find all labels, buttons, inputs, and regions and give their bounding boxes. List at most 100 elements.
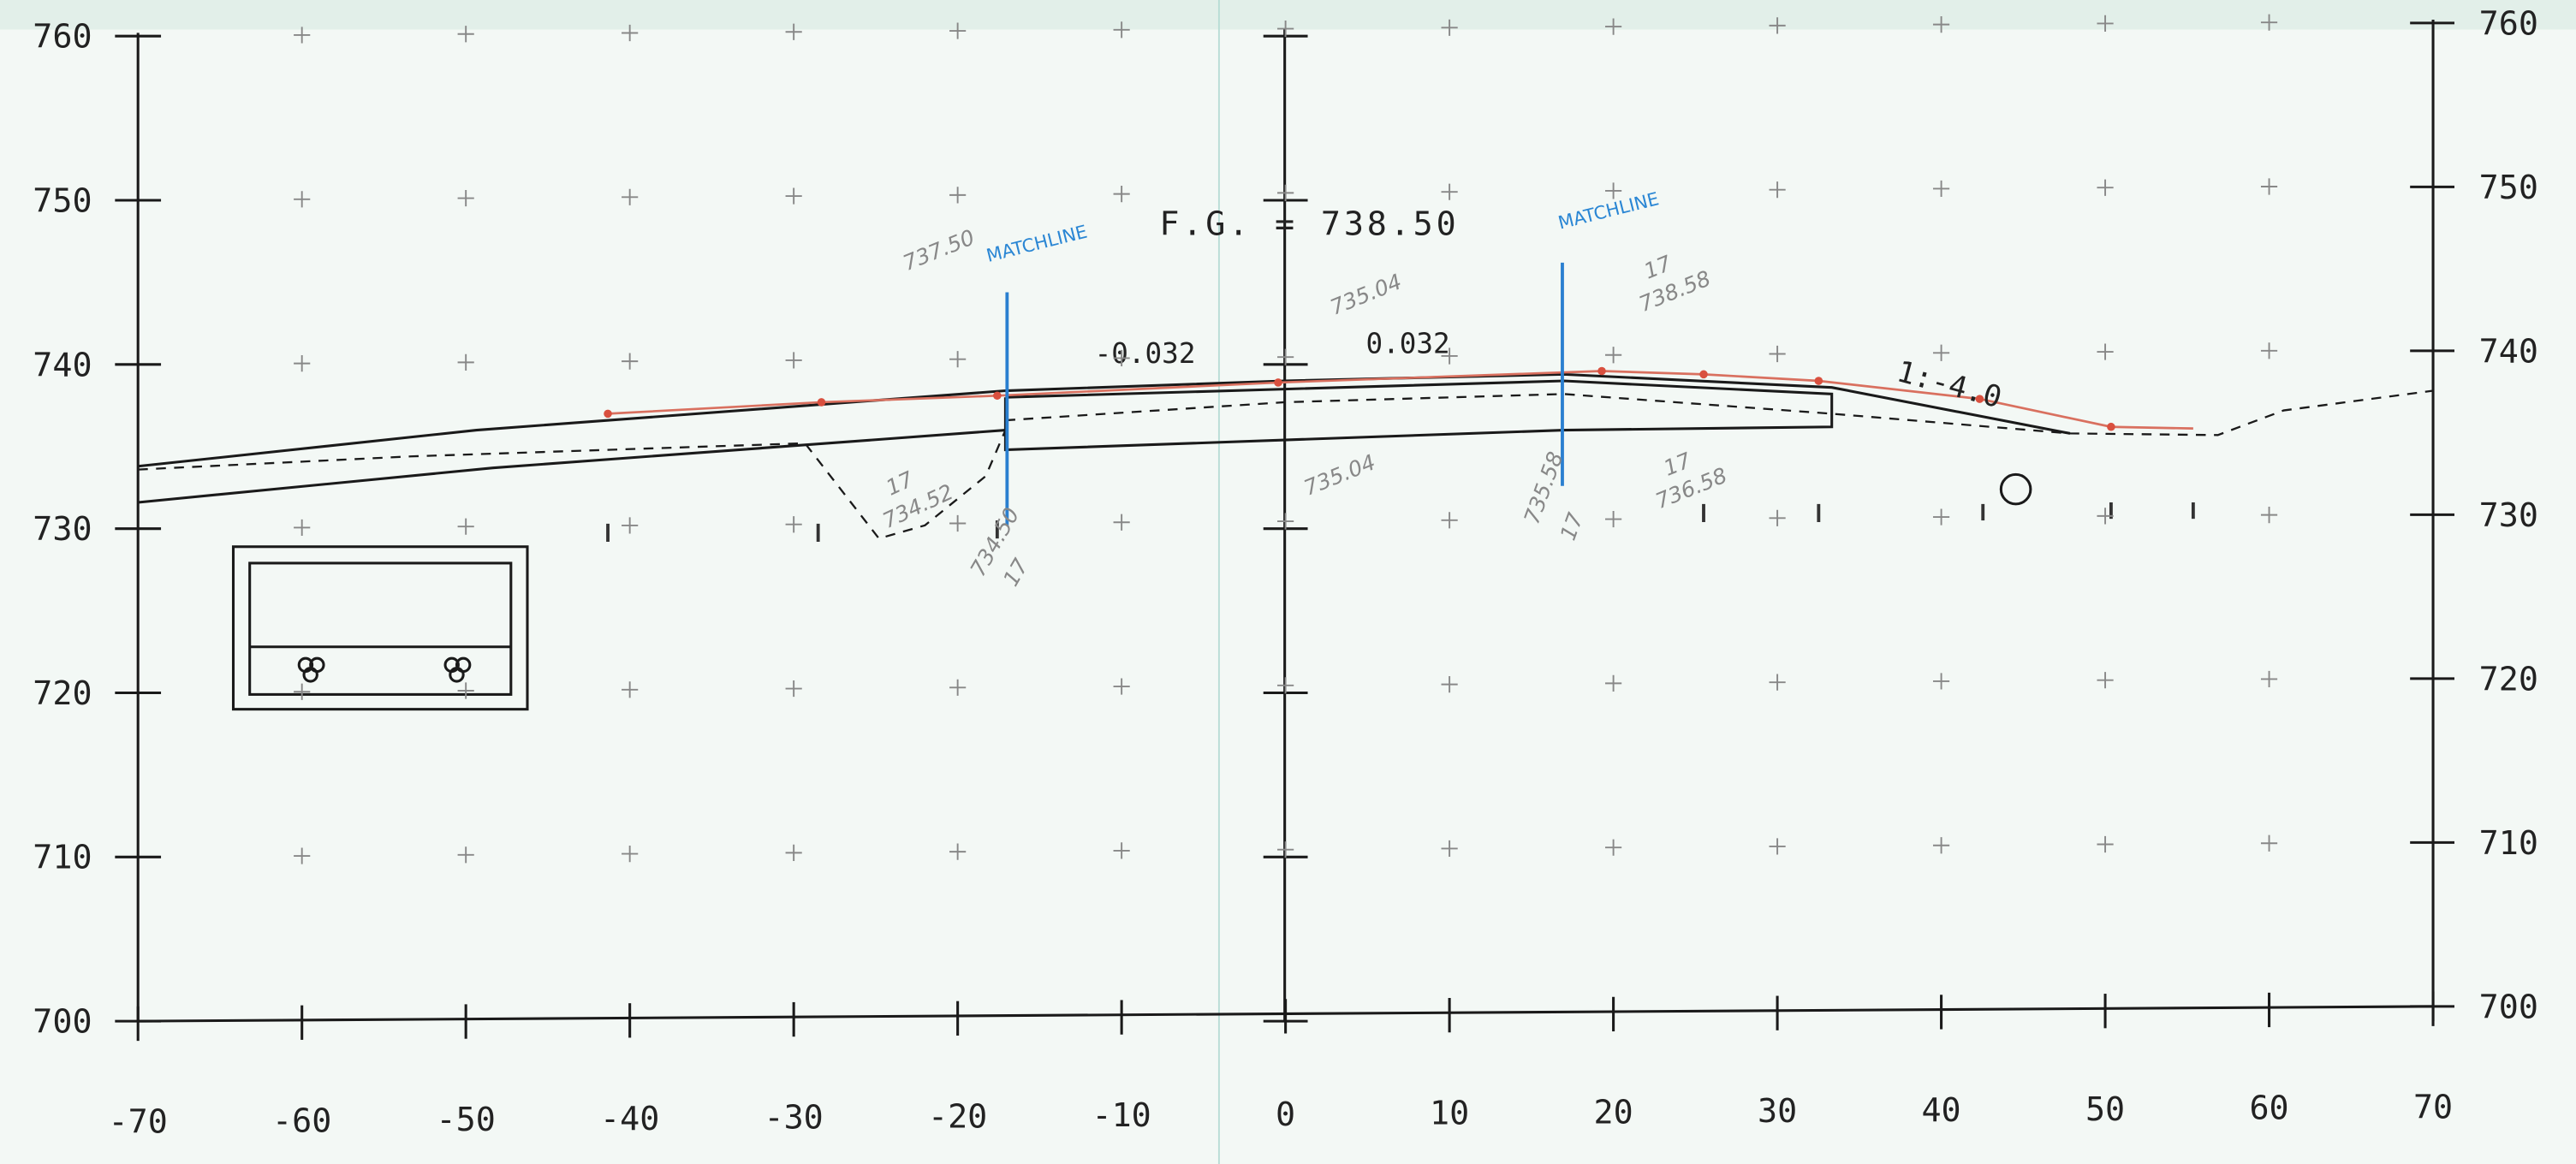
grid-cross bbox=[2260, 178, 2278, 195]
x-tick-label: 20 bbox=[1593, 1093, 1633, 1131]
x-tick-label: 50 bbox=[2085, 1090, 2125, 1129]
y-tick-label: 730 bbox=[33, 510, 92, 549]
grid-cross bbox=[1113, 514, 1130, 531]
grid-cross bbox=[1277, 677, 1294, 694]
y-tick-label: 710 bbox=[33, 839, 92, 877]
grid-cross bbox=[294, 683, 311, 700]
grid-cross bbox=[1769, 838, 1786, 855]
grid-cross bbox=[1277, 841, 1294, 858]
x-tick-label: -30 bbox=[764, 1099, 823, 1137]
existing-ground bbox=[1005, 389, 2434, 436]
red-point bbox=[1699, 370, 1708, 379]
grid-cross bbox=[1113, 678, 1130, 695]
x-tick-label: -70 bbox=[109, 1103, 168, 1142]
grid-cross bbox=[1441, 676, 1458, 693]
y-tick-label: 750 bbox=[33, 181, 92, 220]
x-tick-label: -50 bbox=[437, 1101, 496, 1139]
grid-cross bbox=[294, 27, 311, 44]
grid-cross bbox=[785, 187, 802, 205]
grid-cross bbox=[1113, 21, 1130, 39]
y-tick-label: 710 bbox=[2479, 824, 2538, 863]
x-tick-label: -10 bbox=[1092, 1096, 1151, 1135]
grid-cross bbox=[2097, 179, 2114, 196]
pipe bbox=[449, 667, 465, 683]
slope-label: -0.032 bbox=[1095, 337, 1196, 370]
grid-cross bbox=[1605, 839, 1622, 856]
grid-cross bbox=[457, 682, 474, 699]
grid-cross bbox=[1113, 842, 1130, 859]
grid-cross bbox=[1932, 508, 1950, 526]
grid-cross bbox=[1769, 17, 1786, 34]
y-tick-label: 700 bbox=[2479, 988, 2538, 1026]
slope-label: 0.032 bbox=[1365, 327, 1449, 359]
x-tick-label: 40 bbox=[1921, 1091, 1960, 1130]
grid-cross bbox=[2097, 343, 2114, 360]
inset-box bbox=[231, 545, 529, 711]
y-tick-label: 700 bbox=[33, 1003, 92, 1042]
grid-cross bbox=[1769, 674, 1786, 691]
grid-cross bbox=[785, 352, 802, 369]
grid-cross bbox=[1441, 347, 1458, 365]
grid-cross bbox=[1605, 18, 1622, 35]
red-grade bbox=[607, 370, 2193, 430]
grid-cross bbox=[457, 846, 474, 864]
grid-cross bbox=[1932, 837, 1950, 854]
grid-cross bbox=[1932, 180, 1950, 198]
grid-cross bbox=[622, 353, 639, 370]
x-tick-label: 10 bbox=[1430, 1095, 1469, 1133]
top-surface bbox=[138, 372, 2071, 468]
red-point bbox=[1274, 378, 1282, 387]
y-tick-label: 740 bbox=[33, 346, 92, 384]
grid-cross bbox=[1932, 16, 1950, 33]
grid-cross bbox=[2260, 342, 2278, 359]
grid-cross bbox=[2097, 835, 2114, 853]
y-tick-label: 760 bbox=[2479, 4, 2538, 43]
x-tick-label: 70 bbox=[2413, 1088, 2453, 1126]
pavement-section bbox=[1003, 379, 1834, 452]
grid-cross bbox=[785, 516, 802, 533]
grid-cross bbox=[1769, 509, 1786, 526]
grid-cross bbox=[294, 519, 311, 537]
grid-cross bbox=[2260, 670, 2278, 688]
red-point bbox=[2107, 422, 2115, 431]
grid-cross bbox=[1932, 673, 1950, 690]
grid-cross bbox=[1605, 510, 1622, 528]
x-tick-label: -60 bbox=[272, 1102, 331, 1140]
scan-tint bbox=[0, 0, 2576, 30]
grid-cross bbox=[457, 353, 474, 371]
grid-cross bbox=[1441, 19, 1458, 36]
grid-cross bbox=[622, 681, 639, 698]
x-tick-label: 0 bbox=[1276, 1096, 1295, 1134]
grid-cross bbox=[457, 518, 474, 535]
grid-cross bbox=[2097, 508, 2114, 525]
grid-cross bbox=[1769, 345, 1786, 363]
red-point bbox=[817, 398, 826, 407]
profile bbox=[138, 372, 2434, 540]
x-tick-label: -40 bbox=[600, 1100, 659, 1138]
grid-cross bbox=[1605, 182, 1622, 199]
grid-cross bbox=[294, 355, 311, 372]
grid-cross bbox=[949, 843, 967, 860]
y-tick-label: 760 bbox=[33, 18, 92, 56]
x-tick-label: 60 bbox=[2249, 1090, 2288, 1128]
grid-cross bbox=[294, 191, 311, 208]
y-tick-label: 740 bbox=[2479, 332, 2538, 371]
finished-grade: F.G. = 738.50 bbox=[1159, 205, 1459, 243]
grid-cross bbox=[1277, 348, 1294, 365]
red-point bbox=[1597, 366, 1606, 376]
grid-cross bbox=[949, 351, 967, 368]
lower-surface bbox=[138, 429, 1006, 504]
red-point bbox=[1975, 395, 1984, 403]
grid-cross bbox=[1277, 513, 1294, 530]
marker-circle bbox=[1999, 472, 2032, 506]
matchlines bbox=[1005, 262, 1564, 526]
y-tick-label: 750 bbox=[2479, 169, 2538, 207]
grid-cross bbox=[785, 844, 802, 861]
grid-cross bbox=[1441, 183, 1458, 200]
inset-inner bbox=[248, 561, 513, 696]
grid-cross bbox=[1605, 674, 1622, 692]
x-tick-label: 30 bbox=[1758, 1092, 1797, 1131]
grid-cross bbox=[1605, 347, 1622, 364]
